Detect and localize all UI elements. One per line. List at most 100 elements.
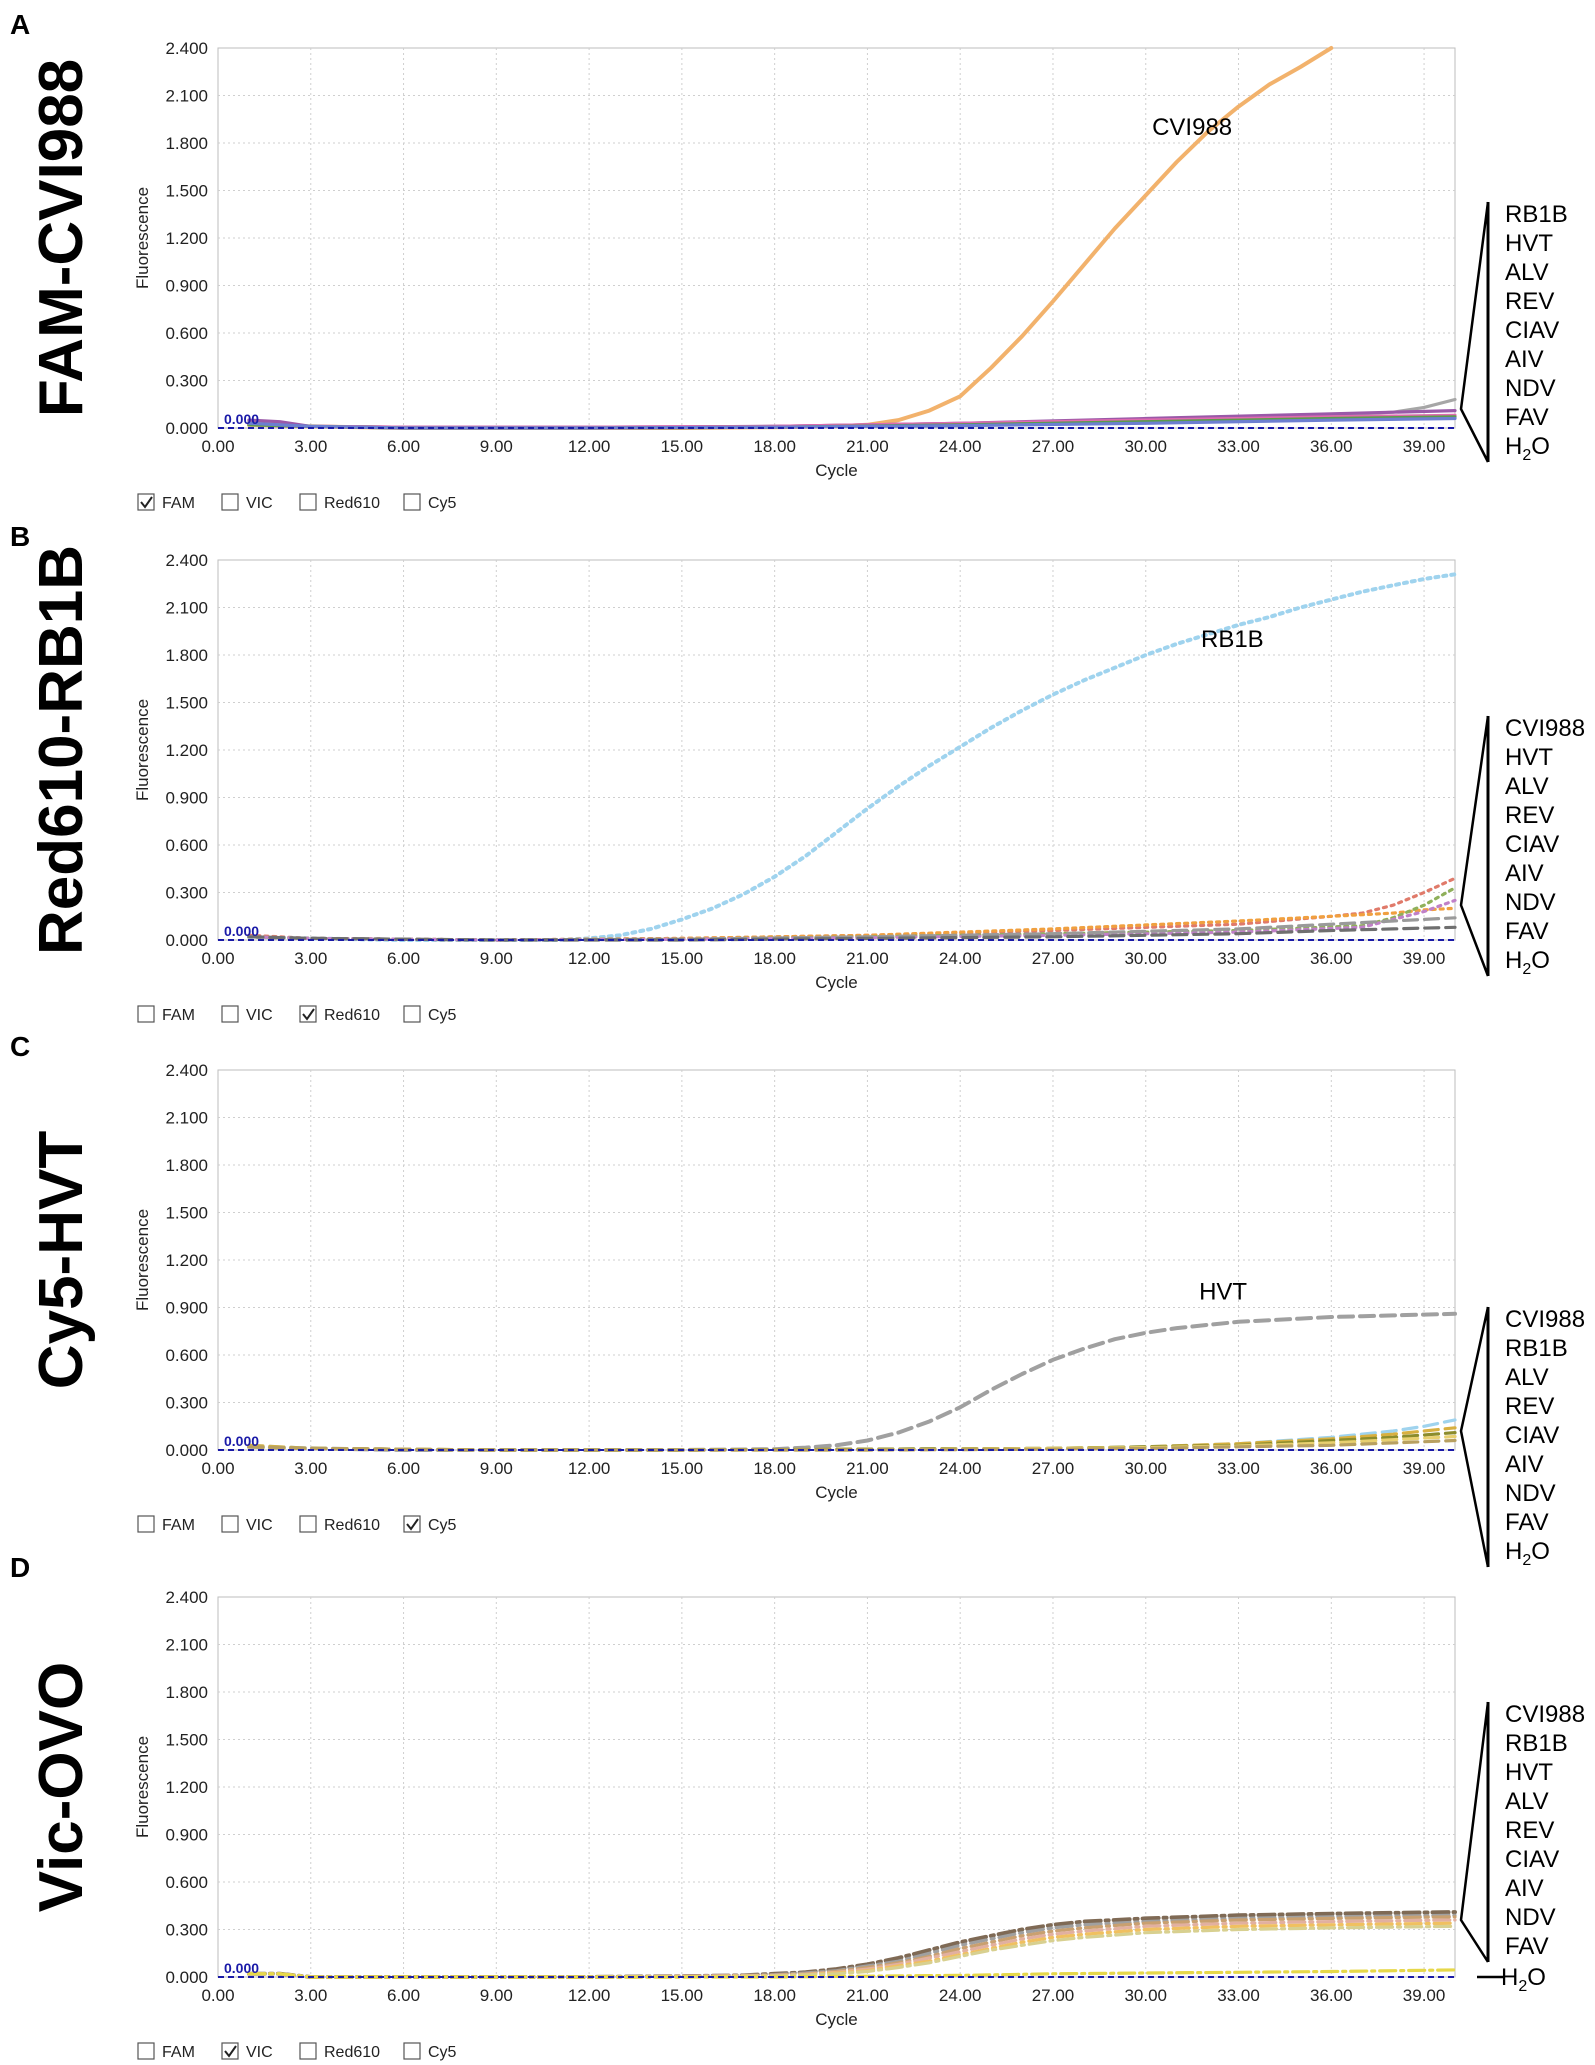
x-tick-label: 33.00 (1217, 1459, 1260, 1478)
x-tick-label: 21.00 (846, 1986, 889, 2005)
threshold-label: 0.000 (224, 1433, 259, 1449)
checkbox-red610[interactable]: Red610 (299, 2042, 380, 2061)
y-tick-label: 2.400 (165, 1061, 208, 1080)
checkbox-vic[interactable]: VIC (221, 493, 273, 512)
x-axis-label: Cycle (815, 461, 858, 480)
x-tick-label: 24.00 (939, 949, 982, 968)
y-tick-label: 2.400 (165, 551, 208, 570)
x-tick-label: 36.00 (1310, 1459, 1353, 1478)
x-tick-label: 12.00 (568, 1459, 611, 1478)
checkbox-label: FAM (162, 495, 195, 512)
checkbox-box[interactable] (137, 1515, 155, 1533)
y-tick-label: 2.100 (165, 1636, 208, 1655)
checkbox-label: FAM (162, 1007, 195, 1024)
legend-item: AIV (1505, 346, 1544, 373)
checkbox-box[interactable] (299, 2042, 317, 2060)
checkbox-label: Cy5 (428, 1517, 457, 1534)
legend-item: H2O (1505, 947, 1550, 978)
x-tick-label: 27.00 (1032, 437, 1075, 456)
checkbox-red610[interactable]: Red610 (299, 1515, 380, 1534)
side-title: Cy5-HVT (27, 1131, 96, 1390)
legend-item: CIAV (1505, 1846, 1559, 1873)
side-title: Vic-OVO (27, 1662, 96, 1912)
x-tick-label: 6.00 (387, 1459, 420, 1478)
checkbox-box[interactable] (299, 1515, 317, 1533)
x-tick-label: 30.00 (1124, 1986, 1167, 2005)
checkbox-cy5[interactable]: Cy5 (403, 1515, 457, 1534)
x-tick-label: 9.00 (480, 437, 513, 456)
checkbox-box[interactable] (403, 493, 421, 511)
legend-item: HVT (1505, 1759, 1553, 1786)
checkbox-box[interactable] (299, 1005, 317, 1023)
y-tick-label: 0.300 (165, 1921, 208, 1940)
x-tick-label: 6.00 (387, 949, 420, 968)
checkbox-label: VIC (246, 495, 273, 512)
checkbox-vic[interactable]: VIC (221, 1515, 273, 1534)
legend-item: FAV (1505, 404, 1549, 431)
legend-item: CVI988 (1505, 715, 1585, 742)
y-tick-label: 0.300 (165, 884, 208, 903)
y-tick-label: 1.800 (165, 1683, 208, 1702)
checkbox-cy5[interactable]: Cy5 (403, 1005, 457, 1024)
legend-item: REV (1505, 1393, 1554, 1420)
x-tick-label: 15.00 (661, 437, 704, 456)
checkbox-cy5[interactable]: Cy5 (403, 2042, 457, 2061)
checkbox-label: VIC (246, 2044, 273, 2061)
checkbox-cy5[interactable]: Cy5 (403, 493, 457, 512)
panel-letter: D (10, 1552, 30, 1583)
y-tick-label: 1.500 (165, 182, 208, 201)
checkbox-red610[interactable]: Red610 (299, 1005, 380, 1024)
legend-item: CVI988 (1505, 1701, 1585, 1728)
checkbox-label: VIC (246, 1007, 273, 1024)
x-tick-label: 3.00 (294, 949, 327, 968)
checkbox-fam[interactable]: FAM (137, 1515, 195, 1534)
x-tick-label: 33.00 (1217, 1986, 1260, 2005)
checkbox-red610[interactable]: Red610 (299, 493, 380, 512)
y-tick-label: 2.100 (165, 87, 208, 106)
y-tick-label: 1.800 (165, 134, 208, 153)
y-tick-label: 0.000 (165, 1968, 208, 1987)
legend-item: NDV (1505, 889, 1556, 916)
checkbox-label: Cy5 (428, 495, 457, 512)
x-tick-label: 24.00 (939, 1986, 982, 2005)
x-tick-label: 36.00 (1310, 437, 1353, 456)
checkbox-box[interactable] (299, 493, 317, 511)
checkbox-box[interactable] (137, 493, 155, 511)
x-tick-label: 9.00 (480, 1459, 513, 1478)
y-tick-label: 0.600 (165, 1873, 208, 1892)
checkbox-box[interactable] (221, 2042, 239, 2060)
checkbox-box[interactable] (403, 2042, 421, 2060)
check-mark-icon (406, 1518, 419, 1531)
legend-item: ALV (1505, 773, 1549, 800)
y-tick-label: 1.200 (165, 741, 208, 760)
x-tick-label: 9.00 (480, 1986, 513, 2005)
legend-item: CIAV (1505, 831, 1559, 858)
legend-item: RB1B (1505, 201, 1568, 228)
y-tick-label: 0.600 (165, 324, 208, 343)
legend-item: HVT (1505, 230, 1553, 257)
checkbox-vic[interactable]: VIC (221, 1005, 273, 1024)
checkbox-fam[interactable]: FAM (137, 2042, 195, 2061)
checkbox-box[interactable] (221, 1005, 239, 1023)
checkbox-label: Red610 (324, 1517, 380, 1534)
x-tick-label: 18.00 (753, 1986, 796, 2005)
checkbox-box[interactable] (221, 1515, 239, 1533)
checkbox-box[interactable] (137, 2042, 155, 2060)
checkbox-box[interactable] (403, 1005, 421, 1023)
check-mark-icon (302, 1008, 315, 1021)
checkbox-box[interactable] (137, 1005, 155, 1023)
legend-item: FAV (1505, 1933, 1549, 1960)
checkbox-fam[interactable]: FAM (137, 493, 195, 512)
checkbox-box[interactable] (221, 493, 239, 511)
checkbox-box[interactable] (403, 1515, 421, 1533)
y-tick-label: 1.200 (165, 1251, 208, 1270)
y-tick-label: 2.400 (165, 39, 208, 58)
y-axis-label: Fluorescence (133, 187, 152, 289)
x-tick-label: 30.00 (1124, 1459, 1167, 1478)
threshold-label: 0.000 (224, 411, 259, 427)
y-tick-label: 1.800 (165, 646, 208, 665)
checkbox-vic[interactable]: VIC (221, 2042, 273, 2061)
checkbox-fam[interactable]: FAM (137, 1005, 195, 1024)
x-tick-label: 21.00 (846, 437, 889, 456)
x-tick-label: 3.00 (294, 1986, 327, 2005)
